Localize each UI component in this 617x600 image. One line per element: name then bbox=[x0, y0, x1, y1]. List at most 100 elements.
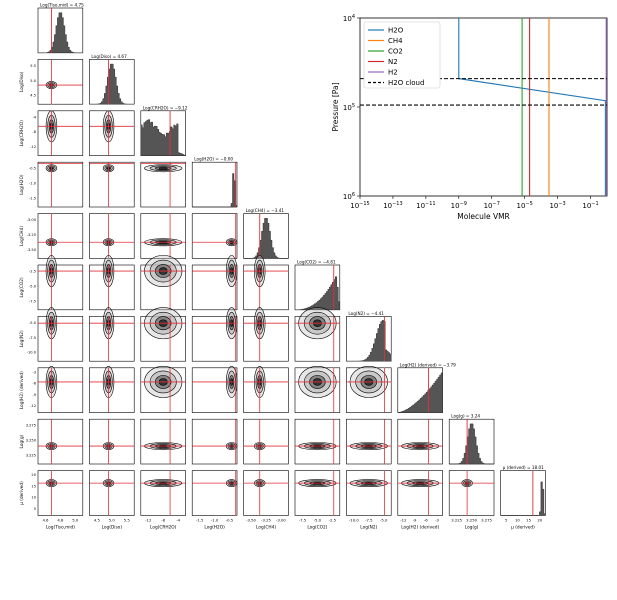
profile-ylabel: Pressure [Pa] bbox=[331, 82, 340, 131]
corner-panel bbox=[397, 418, 443, 465]
profile-legend: H2O CH4 CO2 N2 H2 H2O cloud bbox=[363, 21, 441, 89]
x-tick-label: -10.0 bbox=[349, 517, 359, 522]
profile-x-tick-label: 10−1 bbox=[582, 201, 598, 210]
y-tick-label: 20 bbox=[31, 473, 36, 477]
corner-panel bbox=[191, 418, 238, 465]
x-axis-label: Log(N2) bbox=[360, 524, 377, 530]
x-tick-label: -1.5 bbox=[196, 517, 204, 522]
corner-panel bbox=[89, 418, 135, 465]
parameter-title: Log(CH4) = −3.41 bbox=[246, 208, 285, 213]
marginal-histogram bbox=[500, 481, 546, 516]
parameter-title: Log(H2O) = −0.00 bbox=[194, 157, 233, 162]
x-tick-label: 20 bbox=[537, 517, 542, 522]
corner-panel bbox=[294, 418, 341, 465]
x-axis-label: Log(CO2) bbox=[307, 524, 327, 530]
x-axis-label: Log(CH4) bbox=[256, 524, 276, 530]
y-tick-label: -3.00 bbox=[27, 218, 37, 222]
parameter-title: Log(Tiso,mid) = 4.75 bbox=[40, 3, 84, 8]
y-tick-label: -4 bbox=[32, 115, 36, 119]
profile-x-tick-label: 10−13 bbox=[383, 201, 402, 210]
legend-entry: H2O cloud bbox=[388, 79, 424, 87]
y-axis-label: Log(H2O) bbox=[19, 174, 25, 195]
profile-y-tick-label: 104 bbox=[343, 14, 355, 23]
legend-entry: CO2 bbox=[388, 48, 403, 56]
x-tick-label: -7.5 bbox=[365, 517, 373, 522]
corner-panel bbox=[294, 470, 341, 516]
y-tick-label: 10 bbox=[31, 496, 36, 500]
profile-y-tick-label: 106 bbox=[343, 192, 355, 201]
x-tick-label: 4.5 bbox=[94, 517, 101, 522]
corner-panel bbox=[448, 470, 495, 516]
marginal-histogram bbox=[192, 173, 238, 208]
y-tick-label: -5.0 bbox=[29, 284, 37, 288]
corner-panel bbox=[140, 418, 186, 465]
corner-panel bbox=[243, 470, 289, 516]
parameter-title: Log(H2) (derived) = −3.79 bbox=[400, 362, 456, 367]
corner-panel bbox=[191, 213, 238, 259]
y-tick-label: -0.5 bbox=[29, 167, 36, 171]
x-tick-label: 4.8 bbox=[57, 517, 64, 522]
corner-panel bbox=[37, 161, 84, 208]
y-tick-label: 3.250 bbox=[26, 439, 37, 443]
corner-panel bbox=[243, 418, 289, 465]
x-axis-label: Log(g) bbox=[465, 524, 479, 530]
y-tick-label: -12 bbox=[30, 404, 36, 408]
corner-panel bbox=[37, 59, 84, 105]
y-axis-label: Log(CRH2O) bbox=[19, 120, 25, 147]
corner-panel bbox=[191, 470, 238, 516]
corner-panel bbox=[37, 367, 84, 413]
y-tick-label: 5.0 bbox=[30, 79, 36, 83]
x-tick-label: 15 bbox=[526, 517, 531, 522]
marginal-histogram bbox=[38, 12, 83, 54]
marginal-histogram bbox=[449, 423, 494, 465]
x-axis-label: Log(H2O) bbox=[204, 524, 225, 530]
y-tick-label: 15 bbox=[31, 484, 36, 488]
x-tick-label: -8 bbox=[161, 517, 165, 522]
x-tick-label: 3.275 bbox=[481, 517, 492, 522]
y-tick-label: 3.275 bbox=[26, 424, 36, 428]
profile-y-tick-label: 105 bbox=[343, 103, 355, 112]
legend-entry: H2 bbox=[388, 69, 398, 77]
x-tick-label: -12 bbox=[145, 517, 152, 522]
x-tick-label: 5.0 bbox=[109, 517, 116, 522]
y-tick-label: -5.0 bbox=[29, 321, 37, 325]
y-tick-label: 5 bbox=[34, 507, 36, 511]
x-axis-label: Log(Tiso,mid) bbox=[46, 524, 75, 530]
y-tick-label: -1.0 bbox=[29, 182, 37, 186]
y-tick-label: -1.5 bbox=[29, 197, 36, 201]
parameter-title: Log(Diso) = 4.67 bbox=[91, 54, 127, 59]
x-tick-label: 3.225 bbox=[451, 517, 462, 522]
y-tick-label: -3 bbox=[32, 370, 36, 374]
marginal-histogram bbox=[397, 372, 443, 413]
y-tick-label: -3.25 bbox=[27, 233, 36, 237]
x-tick-label: 5 bbox=[505, 517, 508, 522]
profile-x-tick-label: 10−7 bbox=[484, 201, 500, 210]
corner-panel bbox=[89, 470, 135, 516]
legend-entry: CH4 bbox=[388, 37, 403, 45]
x-tick-label: -3.50 bbox=[246, 517, 256, 522]
corner-panel bbox=[89, 213, 135, 259]
corner-panel bbox=[500, 470, 546, 516]
x-tick-label: -12 bbox=[400, 517, 407, 522]
corner-panel bbox=[140, 470, 186, 516]
x-axis-label: Log(CRH2O) bbox=[150, 524, 177, 530]
profile-x-tick-label: 10−3 bbox=[549, 201, 565, 210]
y-axis-label: Log(CH4) bbox=[19, 226, 25, 246]
corner-panel bbox=[37, 213, 84, 259]
x-tick-label: 10 bbox=[515, 517, 520, 522]
x-tick-label: -3.25 bbox=[261, 517, 271, 522]
y-axis-label: Log(g) bbox=[19, 434, 25, 448]
y-tick-label: -3.50 bbox=[27, 248, 37, 252]
corner-panel bbox=[37, 316, 84, 362]
corner-panel bbox=[140, 213, 186, 259]
corner-panel bbox=[243, 316, 289, 362]
corner-panel bbox=[346, 418, 392, 465]
y-tick-label: -7.5 bbox=[29, 299, 36, 303]
marginal-histogram bbox=[243, 218, 289, 259]
profile-x-tick-label: 10−15 bbox=[350, 201, 369, 210]
x-axis-label: μ (derived) bbox=[511, 524, 535, 530]
y-tick-label: 4.5 bbox=[30, 94, 36, 98]
y-tick-label: -9 bbox=[32, 393, 36, 397]
profile-x-tick-label: 10−11 bbox=[416, 201, 435, 210]
